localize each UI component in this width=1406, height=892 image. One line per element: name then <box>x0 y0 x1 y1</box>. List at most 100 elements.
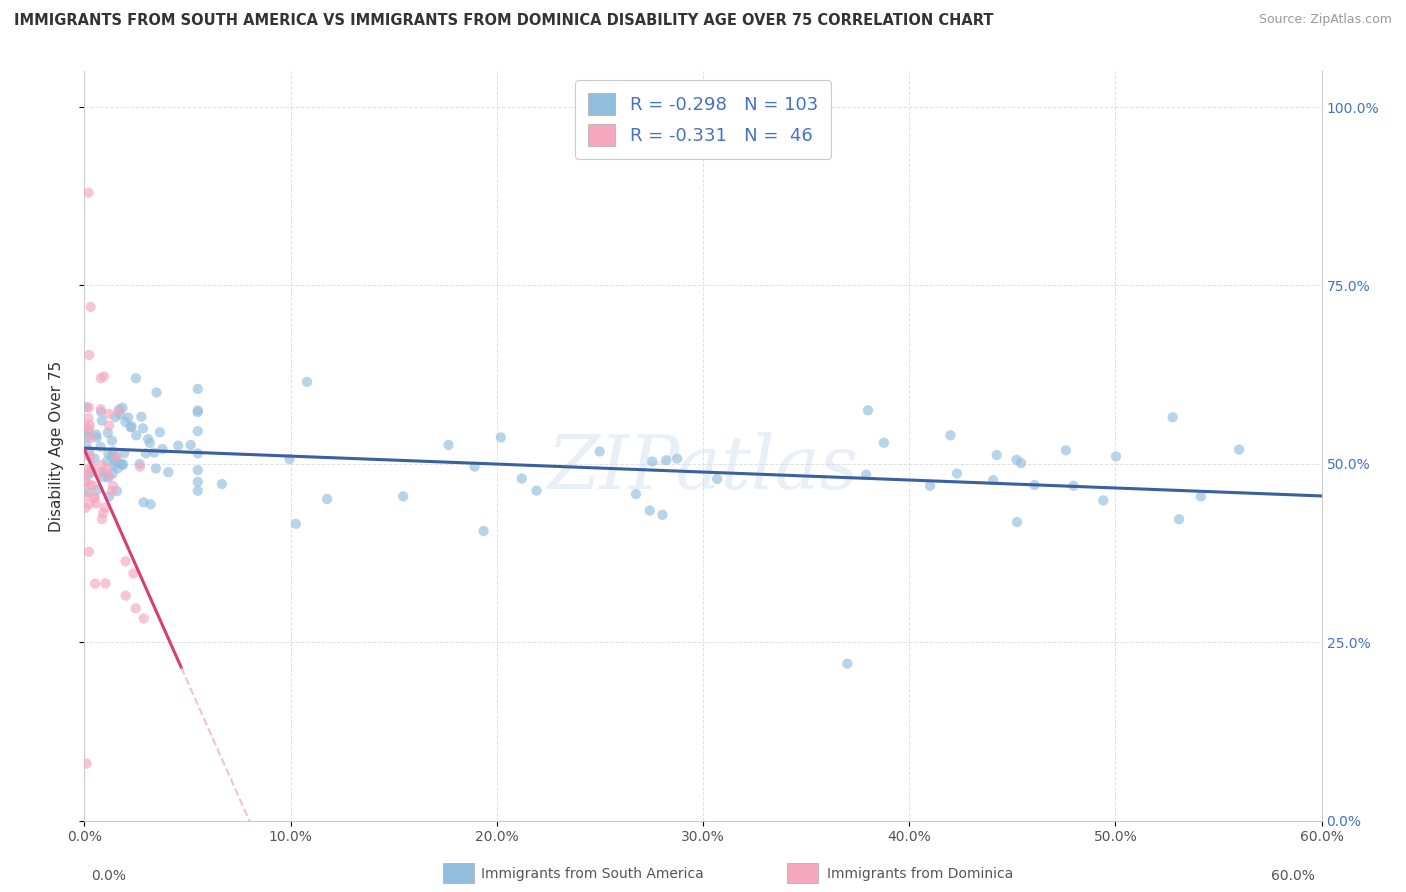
Point <box>129 459 152 474</box>
Point <box>80 431 103 445</box>
Point <box>80 463 103 477</box>
Point <box>1161 410 1184 425</box>
Point <box>101 479 124 493</box>
Text: Immigrants from South America: Immigrants from South America <box>481 867 703 881</box>
Point <box>96 461 118 475</box>
Point <box>120 420 142 434</box>
Point <box>132 421 155 435</box>
Point <box>152 442 174 456</box>
Point <box>75 475 97 490</box>
Point <box>187 424 209 438</box>
Point <box>132 611 155 625</box>
Point <box>624 487 647 501</box>
Point <box>89 465 111 479</box>
Point <box>75 400 97 414</box>
Point <box>105 450 128 464</box>
Point <box>125 428 148 442</box>
Point <box>655 453 678 467</box>
Point <box>1005 515 1028 529</box>
Point <box>108 456 131 470</box>
Point <box>114 589 136 603</box>
Point <box>104 410 127 425</box>
Text: 0.0%: 0.0% <box>91 869 127 883</box>
Point <box>90 414 112 428</box>
Point <box>97 470 120 484</box>
Point <box>117 410 139 425</box>
Point <box>105 455 128 469</box>
Point <box>920 479 942 493</box>
Point <box>180 438 202 452</box>
Point <box>93 465 115 479</box>
Point <box>111 458 134 472</box>
Point <box>145 385 167 400</box>
Point <box>1005 452 1028 467</box>
Point <box>89 440 111 454</box>
Point <box>1062 479 1084 493</box>
Point <box>187 405 209 419</box>
Y-axis label: Disability Age Over 75: Disability Age Over 75 <box>49 360 63 532</box>
Point <box>1054 443 1077 458</box>
Point <box>86 431 108 445</box>
Point <box>80 459 103 474</box>
Text: IMMIGRANTS FROM SOUTH AMERICA VS IMMIGRANTS FROM DOMINICA DISABILITY AGE OVER 75: IMMIGRANTS FROM SOUTH AMERICA VS IMMIGRA… <box>14 13 994 29</box>
Point <box>510 472 533 486</box>
Point <box>87 483 110 497</box>
Point <box>167 439 190 453</box>
Point <box>90 402 112 417</box>
Text: ZIPatlas: ZIPatlas <box>547 433 859 505</box>
Point <box>75 475 97 489</box>
Point <box>77 468 100 483</box>
Text: 60.0%: 60.0% <box>1271 869 1315 883</box>
Point <box>80 478 103 492</box>
Point <box>139 436 162 450</box>
Point <box>75 467 97 481</box>
Point <box>1105 450 1128 464</box>
Point <box>77 186 100 200</box>
Point <box>77 411 100 425</box>
Point <box>108 402 131 417</box>
Point <box>131 409 153 424</box>
Point <box>1010 456 1032 470</box>
Point <box>135 446 157 460</box>
Point <box>1168 512 1191 526</box>
Point <box>108 408 131 422</box>
Point <box>187 382 209 396</box>
Point <box>75 438 97 452</box>
Point <box>278 452 301 467</box>
Point <box>79 418 101 433</box>
Point <box>101 450 124 464</box>
Point <box>111 401 134 415</box>
Point <box>856 403 879 417</box>
Legend: R = -0.298   N = 103, R = -0.331   N =  46: R = -0.298 N = 103, R = -0.331 N = 46 <box>575 80 831 159</box>
Point <box>101 484 124 499</box>
Point <box>84 496 107 510</box>
Point <box>75 419 97 434</box>
Point <box>128 457 150 471</box>
Point <box>77 497 100 511</box>
Point <box>79 443 101 458</box>
Point <box>75 500 97 515</box>
Point <box>187 446 209 460</box>
Point <box>80 478 103 492</box>
Point <box>97 446 120 460</box>
Point <box>472 524 495 538</box>
Point <box>1189 490 1212 504</box>
Point <box>187 463 209 477</box>
Point <box>107 404 129 418</box>
Point <box>101 444 124 458</box>
Point <box>1092 493 1115 508</box>
Point <box>96 454 118 468</box>
Point <box>187 403 209 417</box>
Point <box>91 512 114 526</box>
Point <box>641 454 664 468</box>
Point <box>986 448 1008 462</box>
Point <box>125 601 148 615</box>
Point <box>211 477 233 491</box>
Point <box>80 466 103 480</box>
Point <box>939 428 962 442</box>
Point <box>139 497 162 511</box>
Point <box>90 458 112 472</box>
Point <box>94 500 117 515</box>
Point <box>437 438 460 452</box>
Point <box>83 451 105 466</box>
